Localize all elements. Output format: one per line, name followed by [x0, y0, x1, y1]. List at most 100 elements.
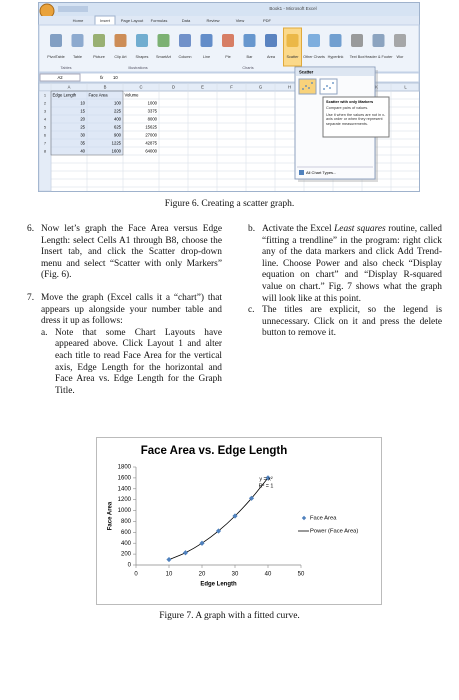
column-header: K [375, 84, 378, 89]
list-item: 6. Now let’s graph the Face Area versus E… [27, 224, 222, 282]
ribbon-icon [71, 34, 84, 47]
list-item: 7. Move the graph (Excel calls it a “char… [27, 293, 222, 397]
ribbon-button-label: Shapes [136, 55, 149, 59]
column-header: G [259, 84, 262, 89]
cell: 25 [80, 124, 85, 129]
item-number: c. [248, 305, 255, 316]
name-box-text: A2 [57, 75, 63, 80]
tab: Home [73, 18, 84, 23]
tooltip-text: Compare pairs of values. Use it when the … [326, 106, 387, 126]
sub-item: a. Note that some Chart Layouts have appe… [41, 328, 222, 398]
y-axis-title: Face Area [108, 501, 114, 530]
row-number: 8 [44, 148, 47, 153]
ribbon-icon [157, 34, 170, 47]
icon-dot [326, 85, 328, 87]
y-tick-label: 1200 [118, 497, 132, 503]
ribbon-button-label: Other Charts [303, 55, 325, 59]
ribbon-icon [286, 34, 299, 47]
y-tick-label: 600 [121, 530, 132, 536]
name-box [39, 73, 81, 82]
window-title: Book1 - Microsoft Excel [269, 6, 316, 11]
quick-access [58, 6, 88, 12]
x-tick-label: 30 [232, 572, 239, 578]
cell: Edge Length [53, 92, 77, 97]
cell: 15625 [145, 124, 157, 129]
x-tick-label: 10 [166, 572, 173, 578]
figure-caption: Figure 6. Creating a scatter graph. [164, 199, 295, 209]
ribbon-button-label: Hyperlink [328, 55, 344, 59]
all-chart-types: All Chart Types... [306, 170, 336, 175]
dropdown-heading-bg [296, 68, 374, 76]
chart-subtype-icon [319, 78, 338, 95]
x-tick-label: 20 [199, 572, 206, 578]
item-text: Note that some Chart Layouts have appear… [55, 327, 222, 396]
data-point [232, 513, 238, 519]
cell: 10 [80, 100, 85, 105]
icon-dot [311, 82, 313, 84]
item-text: routine, called “fitting a trendline” in… [262, 224, 442, 304]
ribbon-icon [93, 34, 105, 47]
ribbon-icon [308, 34, 320, 47]
tooltip-body: Compare pairs of values. Use it when the … [326, 106, 387, 126]
ribbon-button-label: Column [178, 55, 191, 59]
column-header: A [68, 84, 71, 89]
cell: 15 [80, 108, 85, 113]
title-bar [39, 3, 419, 16]
data-point [215, 528, 222, 534]
ribbon-button-label: Area [267, 55, 276, 59]
cell: 8000 [148, 116, 158, 121]
data-point [199, 540, 205, 546]
icon-dot [302, 88, 304, 90]
row-number: 1 [44, 92, 47, 97]
excel-screenshot: Book1 - Microsoft Excel Home Insert Page La… [38, 2, 420, 192]
row-number: 7 [44, 140, 47, 145]
column-header-row [38, 82, 420, 92]
cell: 400 [114, 116, 122, 121]
y-tick-label: 200 [121, 552, 132, 558]
row-number: 3 [44, 108, 47, 113]
cell: Face Area [89, 92, 109, 97]
column-header: E [201, 84, 204, 89]
chart: Face Area vs. Edge Length020040060080010… [96, 437, 382, 605]
row-number: 2 [44, 100, 47, 105]
ribbon-icon [222, 34, 234, 47]
cell: 64000 [145, 148, 157, 153]
ribbon-group-label: Illustrations [128, 66, 147, 70]
annotation: y = x² [259, 476, 273, 482]
formula-label: fx [100, 75, 104, 80]
item-text: Activate the Excel [262, 224, 335, 234]
y-tick-label: 1400 [118, 486, 132, 492]
list-item: c. The titles are explicit, so the legend… [248, 305, 442, 340]
selection [50, 90, 124, 156]
ribbon-button-label: Header & Footer [364, 55, 393, 59]
figure-caption: Figure 7. A graph with a fitted curve. [159, 611, 300, 621]
y-tick-label: 800 [121, 519, 132, 525]
icon-dot [332, 82, 334, 84]
item-text: Now let’s graph the Face Area versus Edg… [41, 224, 222, 281]
tab: Page Layout [121, 18, 144, 23]
data-point [265, 475, 271, 481]
tooltip-line: Compare pairs of values. [326, 106, 369, 110]
y-tick-label: 1600 [118, 475, 132, 481]
row-number: 4 [44, 116, 47, 121]
ribbon-button-label: SmartArt [156, 55, 172, 59]
ribbon-button-label: Line [203, 55, 210, 59]
tooltip-title: Scatter with only Markers [326, 99, 373, 104]
ribbon-icon [394, 34, 406, 47]
ribbon-button-label: Picture [93, 55, 105, 59]
all-chart-types-icon [299, 170, 304, 175]
column-header: D [172, 84, 175, 89]
ribbon-icon [372, 34, 385, 47]
ribbon-button-label: Clip Art [114, 55, 127, 59]
icon-dot [305, 85, 307, 87]
y-tick-label: 1000 [118, 508, 132, 514]
ribbon-icon [114, 34, 127, 47]
ribbon-icon [50, 34, 62, 47]
list-item: b. Activate the Excel Least squares routi… [248, 224, 442, 305]
cell: 42875 [145, 140, 157, 145]
y-tick-label: 0 [128, 563, 132, 569]
ribbon-button-label: Wor [397, 55, 405, 59]
cell: 100 [114, 100, 122, 105]
ribbon-group-label: Charts [242, 66, 253, 70]
item-number: 7. [27, 292, 35, 303]
